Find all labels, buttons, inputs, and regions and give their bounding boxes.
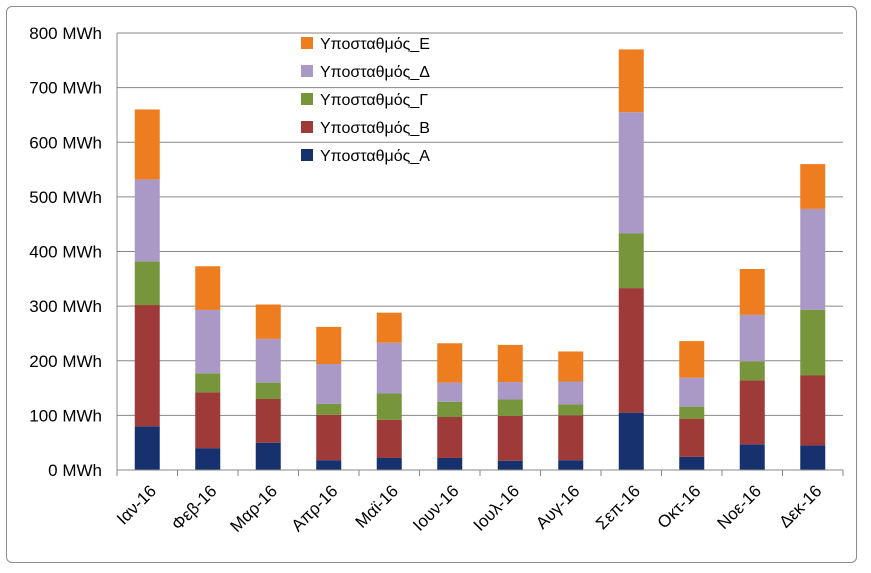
legend: Υποσταθμός_Ε Υποσταθμός_Δ Υποσταθμός_Γ Υποσ…: [301, 36, 430, 165]
bar-segment: [437, 417, 463, 458]
legend-swatch: [301, 93, 313, 105]
bar-segment: [739, 268, 765, 315]
bar-segment: [497, 460, 523, 470]
bar-segment: [679, 418, 705, 457]
bar-segment: [134, 179, 160, 262]
bar-segment: [618, 233, 644, 289]
bar-segment: [316, 460, 342, 470]
x-tick-label: Ιουν-16: [409, 481, 462, 534]
axes: [116, 33, 844, 476]
y-tick-label: 0 MWh: [48, 461, 102, 480]
x-tick-label: Φεβ-16: [168, 481, 221, 534]
bar-segment: [316, 414, 342, 461]
bar-segment: [497, 399, 523, 416]
x-tick-label: Μαρ-16: [226, 481, 281, 536]
bar-segment: [195, 373, 221, 393]
bar-segment: [739, 444, 765, 470]
bar-segment: [679, 406, 705, 419]
gridlines: [117, 32, 843, 416]
bar-segment: [497, 415, 523, 461]
bar-segment: [618, 288, 644, 413]
bar-segment: [376, 419, 402, 458]
bars: [134, 49, 826, 470]
legend-label: Υποσταθμός_Α: [320, 148, 430, 165]
legend-swatch: [301, 149, 313, 161]
legend-label: Υποσταθμός_Ε: [320, 36, 430, 53]
bar-segment: [376, 457, 402, 470]
y-tick-label: 100 MWh: [29, 406, 102, 425]
bar-segment: [316, 403, 342, 415]
bar-segment: [558, 351, 584, 382]
y-tick-label: 400 MWh: [29, 243, 102, 262]
x-tick-label: Οκτ-16: [654, 481, 705, 532]
legend-swatch: [301, 65, 313, 77]
bar-segment: [316, 364, 342, 404]
bar-segment: [679, 456, 705, 470]
y-tick-label: 800 MWh: [29, 24, 102, 43]
legend-label: Υποσταθμός_Β: [320, 120, 430, 137]
bar-segment: [437, 457, 463, 470]
y-tick-label: 500 MWh: [29, 188, 102, 207]
bar-segment: [800, 208, 826, 310]
bar-segment: [558, 381, 584, 405]
bar-segment: [134, 109, 160, 180]
y-axis-tick-labels: 0 MWh 100 MWh 200 MWh 300 MWh 400 MWh 500 MWh…: [29, 24, 102, 480]
bar-segment: [800, 164, 826, 209]
bar-segment: [800, 309, 826, 376]
legend-label: Υποσταθμός_Γ: [320, 92, 428, 109]
bar-segment: [739, 361, 765, 381]
bar-segment: [497, 382, 523, 400]
bar-segment: [437, 343, 463, 383]
x-tick-label: Ιαν-16: [113, 481, 160, 528]
bar-segment: [134, 305, 160, 427]
y-tick-label: 300 MWh: [29, 297, 102, 316]
bar-segment: [497, 344, 523, 383]
x-axis-tick-labels: Ιαν-16 Φεβ-16 Μαρ-16 Απρ-16 Μαϊ-16 Ιουν-16 Ιου…: [113, 481, 826, 536]
legend-label: Υποσταθμός_Δ: [320, 64, 430, 81]
bar-segment: [739, 380, 765, 445]
bar-segment: [255, 398, 281, 443]
x-tick-label: Απρ-16: [288, 481, 342, 535]
bar-segment: [618, 412, 644, 470]
bar-segment: [679, 341, 705, 378]
legend-swatch: [301, 37, 313, 49]
bar-segment: [134, 426, 160, 470]
bar-segment: [800, 445, 826, 470]
bar-segment: [558, 404, 584, 416]
bar-segment: [376, 312, 402, 343]
bar-segment: [437, 382, 463, 402]
bar-segment: [558, 460, 584, 470]
bar-segment: [376, 393, 402, 420]
bar-segment: [255, 382, 281, 399]
y-tick-label: 200 MWh: [29, 352, 102, 371]
bar-segment: [134, 261, 160, 306]
y-tick-label: 600 MWh: [29, 133, 102, 152]
bar-segment: [800, 375, 826, 446]
x-tick-label: Μαϊ-16: [352, 481, 402, 531]
bar-segment: [195, 309, 221, 374]
bar-segment: [195, 266, 221, 310]
x-tick-label: Ιουλ-16: [470, 481, 523, 534]
bar-segment: [618, 112, 644, 234]
bar-segment: [437, 401, 463, 418]
bar-segment: [255, 442, 281, 470]
legend-swatch: [301, 121, 313, 133]
bar-segment: [376, 342, 402, 394]
bar-segment: [739, 314, 765, 362]
x-tick-label: Δεκ-16: [775, 481, 825, 531]
bar-segment: [195, 448, 221, 470]
bar-segment: [255, 338, 281, 383]
bar-segment: [558, 415, 584, 461]
bar-segment: [679, 377, 705, 407]
bar-segment: [195, 392, 221, 449]
x-tick-label: Σεπ-16: [592, 481, 644, 533]
bar-segment: [255, 304, 281, 339]
bar-segment: [618, 49, 644, 113]
x-tick-label: Αυγ-16: [532, 481, 583, 532]
bar-segment: [316, 326, 342, 365]
y-tick-label: 700 MWh: [29, 79, 102, 98]
x-tick-label: Νοε-16: [714, 481, 766, 533]
